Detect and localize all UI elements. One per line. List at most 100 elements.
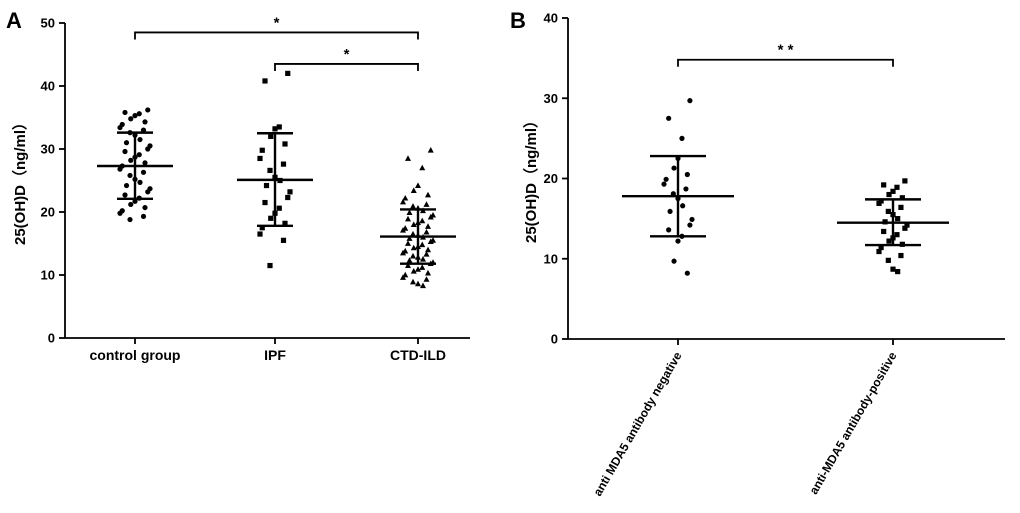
data-point	[415, 266, 421, 272]
x-tick-label: CTD-ILD	[390, 347, 446, 363]
data-point	[276, 124, 282, 130]
data-point	[123, 182, 130, 189]
data-point	[405, 262, 411, 268]
data-point	[886, 238, 892, 244]
data-point	[427, 238, 434, 245]
data-point	[410, 203, 416, 209]
data-point	[410, 187, 417, 193]
data-point	[895, 216, 901, 222]
data-point	[881, 228, 887, 235]
y-tick-label: 0	[48, 331, 55, 346]
data-point	[117, 210, 123, 216]
data-point	[666, 227, 672, 233]
data-point	[876, 248, 882, 255]
data-point	[899, 195, 905, 201]
data-point	[268, 133, 274, 139]
data-point	[136, 111, 142, 117]
data-point	[267, 167, 273, 174]
data-point	[263, 182, 270, 189]
data-point	[272, 126, 278, 132]
data-point	[259, 147, 265, 153]
data-point	[419, 241, 426, 248]
data-point	[282, 220, 288, 226]
x-tick-label: anti-MDA5 antibody-positive	[806, 349, 899, 497]
panel-a: A 25(OH)D（ng/ml） 0 10 20 30 40 50 control grou…	[6, 8, 470, 363]
data-point	[895, 268, 901, 275]
data-point	[402, 194, 409, 201]
data-point	[671, 165, 677, 171]
data-point	[142, 204, 148, 211]
panel-b: B 25(OH)D（ng/ml） 0 10 20 30 40 anti MDA5 anti…	[510, 8, 1005, 499]
panel-a-plot: 0 10 20 30 40 50 control group IPF CTD-ILD * *	[41, 14, 470, 363]
data-point	[904, 222, 910, 228]
data-point	[410, 230, 416, 237]
data-point	[405, 215, 411, 222]
data-point	[684, 270, 690, 276]
data-point	[881, 182, 887, 188]
data-point	[405, 240, 411, 246]
data-point	[257, 155, 263, 162]
data-point	[127, 172, 133, 179]
data-point	[410, 252, 416, 259]
data-point	[117, 166, 123, 172]
data-point	[687, 222, 693, 228]
data-point	[410, 278, 416, 285]
data-point	[285, 194, 291, 201]
significance-bracket	[274, 63, 419, 71]
data-point	[122, 148, 128, 155]
data-point	[140, 213, 147, 220]
data-point	[267, 262, 273, 269]
data-point	[427, 213, 434, 220]
y-tick-label: 50	[41, 16, 55, 31]
data-point	[415, 182, 421, 188]
data-point	[425, 246, 431, 253]
data-point	[285, 70, 291, 76]
y-tick-label: 10	[544, 251, 558, 266]
data-point	[400, 249, 406, 256]
data-point	[878, 244, 884, 251]
data-point	[142, 160, 148, 166]
data-point	[123, 140, 130, 146]
x-tick-label: anti MDA5 antibody negative	[590, 349, 684, 498]
data-point	[145, 189, 151, 195]
data-point	[425, 223, 431, 229]
data-point	[132, 113, 138, 119]
data-point	[142, 119, 148, 125]
data-point	[423, 201, 430, 207]
data-point	[425, 191, 431, 198]
data-point	[420, 256, 426, 262]
y-tick-label: 30	[41, 142, 55, 157]
data-point	[280, 237, 287, 243]
data-point	[671, 258, 677, 264]
data-point	[680, 203, 686, 209]
data-point	[128, 201, 134, 208]
data-point	[137, 179, 143, 185]
data-point	[902, 178, 908, 184]
data-point	[257, 231, 263, 237]
data-point	[420, 282, 426, 289]
significance-label: *	[274, 14, 280, 31]
data-point	[689, 216, 695, 223]
data-point	[890, 266, 896, 272]
data-point	[419, 264, 426, 270]
y-tick-label: 20	[544, 171, 558, 186]
data-point	[400, 274, 406, 280]
data-point	[410, 268, 417, 274]
data-point	[415, 280, 421, 287]
data-point	[145, 146, 151, 152]
data-point	[902, 225, 908, 231]
data-point	[410, 221, 417, 227]
data-point	[661, 181, 667, 187]
data-point	[419, 217, 426, 224]
data-point	[898, 252, 904, 259]
data-point	[140, 169, 147, 175]
data-point	[137, 136, 143, 143]
data-point	[687, 98, 693, 104]
data-point	[117, 124, 123, 131]
data-point	[262, 78, 268, 84]
y-tick-label: 40	[41, 79, 55, 94]
data-point	[898, 204, 904, 210]
significance-bracket	[134, 31, 419, 40]
data-point	[890, 188, 896, 194]
